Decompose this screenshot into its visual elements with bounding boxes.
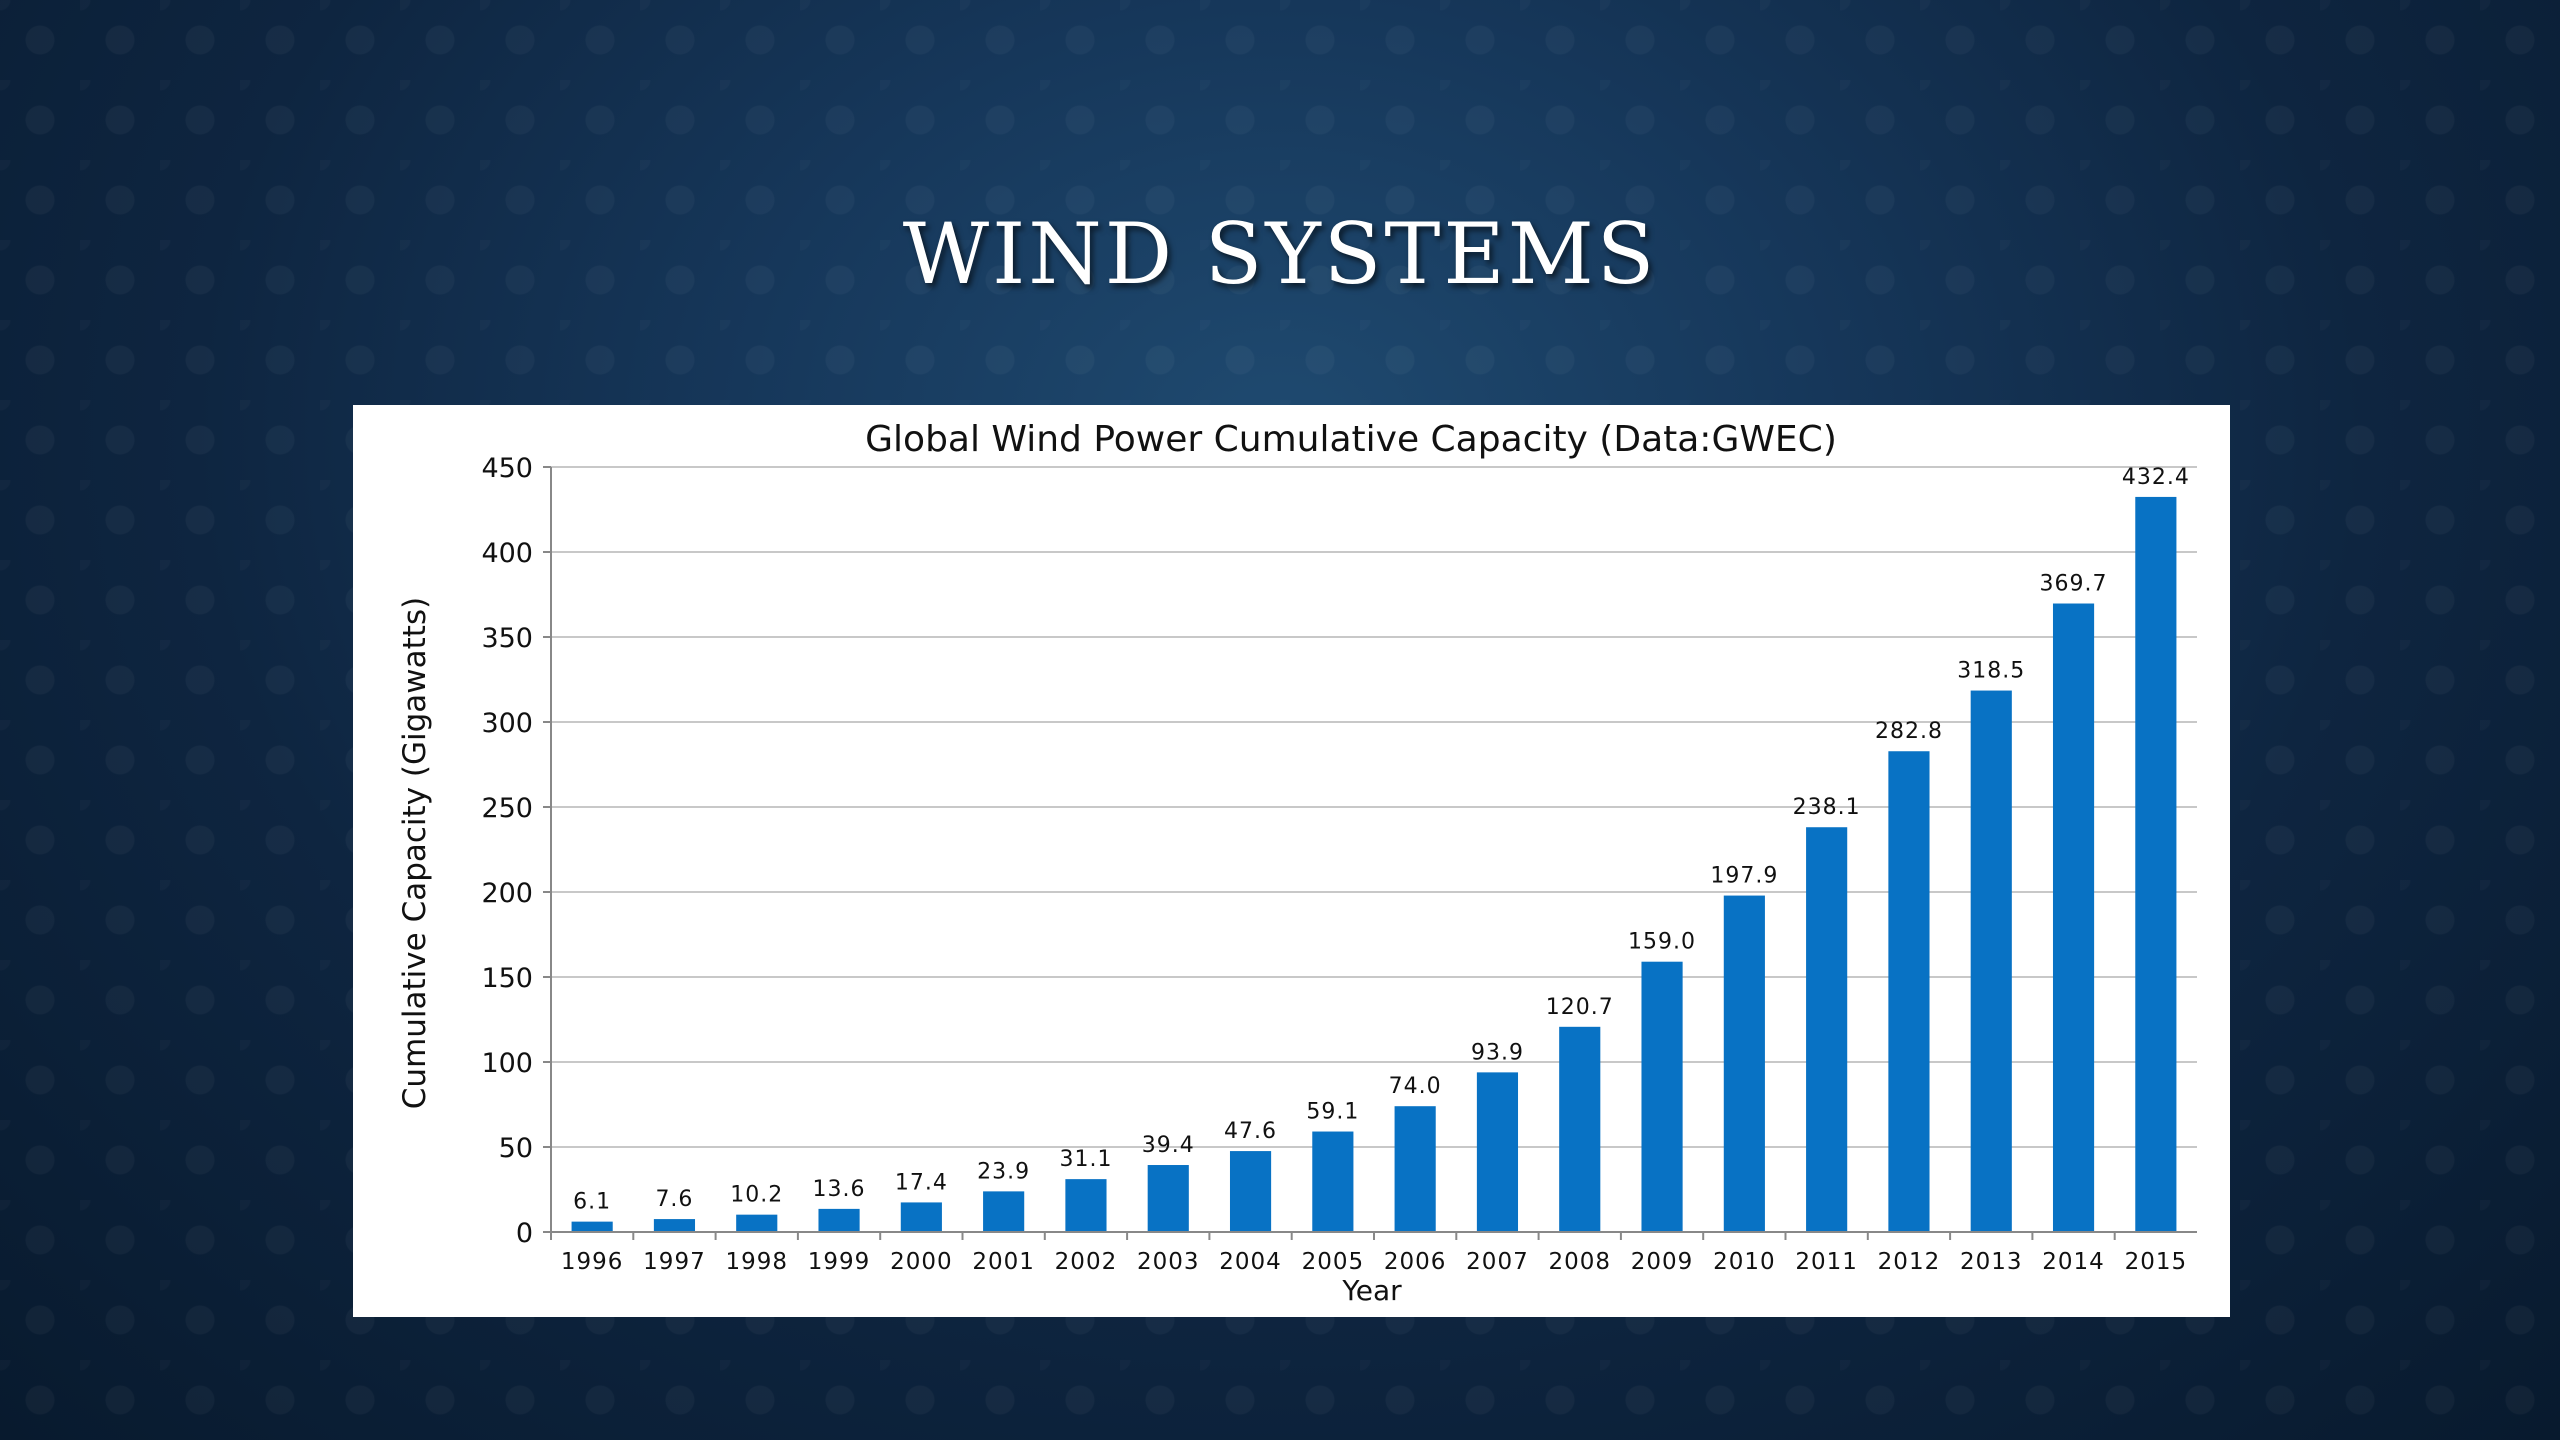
slide-title: WIND SYSTEMS (902, 205, 1658, 303)
x-tick-label-2014: 2014 (2042, 1249, 2105, 1275)
y-tick-label: 250 (481, 793, 533, 824)
value-label-2009: 159.0 (1628, 930, 1696, 955)
bar-2006 (1394, 1106, 1436, 1232)
x-tick-label-2012: 2012 (1878, 1249, 1941, 1275)
chart-title: Global Wind Power Cumulative Capacity (D… (865, 419, 1837, 460)
value-label-1997: 7.6 (655, 1187, 693, 1212)
gridlines (551, 466, 2197, 1148)
value-label-2005: 59.1 (1306, 1100, 1359, 1125)
y-tick-label: 0 (516, 1218, 533, 1249)
value-label-1996: 6.1 (573, 1190, 611, 1215)
value-label-2004: 47.6 (1224, 1119, 1277, 1144)
x-tick-label-1998: 1998 (725, 1249, 788, 1275)
bars (571, 496, 2177, 1232)
y-tick-label: 400 (481, 538, 533, 569)
bar-2001 (983, 1191, 1025, 1232)
x-tick-label-2005: 2005 (1302, 1249, 1365, 1275)
y-tick-label: 200 (481, 878, 533, 909)
bar-2008 (1559, 1026, 1601, 1232)
value-label-2012: 282.8 (1875, 719, 1943, 744)
value-label-2010: 197.9 (1710, 864, 1778, 889)
x-tick-label-2011: 2011 (1795, 1249, 1858, 1275)
bar-1997 (653, 1219, 696, 1232)
value-label-2014: 369.7 (2040, 572, 2108, 597)
bar-2004 (1229, 1151, 1272, 1232)
x-tick-label-2008: 2008 (1548, 1249, 1611, 1275)
value-label-2000: 17.4 (895, 1170, 948, 1195)
x-tick-label-1996: 1996 (561, 1249, 624, 1275)
x-tick-label-2015: 2015 (2125, 1249, 2188, 1275)
bar-2000 (900, 1202, 942, 1232)
y-tick-label: 150 (481, 963, 533, 994)
axes (543, 466, 2197, 1240)
x-tick-label-2009: 2009 (1631, 1249, 1694, 1275)
x-tick-label-2003: 2003 (1137, 1249, 1200, 1275)
y-tick-label: 450 (481, 453, 533, 484)
value-label-2007: 93.9 (1471, 1040, 1524, 1065)
bar-2009 (1641, 961, 1683, 1232)
bar-2002 (1065, 1179, 1107, 1232)
y-tick-label: 100 (481, 1048, 533, 1079)
x-axis-label: Year (1341, 1274, 1402, 1307)
y-tick-label: 350 (481, 623, 533, 654)
value-label-1998: 10.2 (730, 1183, 783, 1208)
value-label-2006: 74.0 (1389, 1074, 1442, 1099)
bar-2015 (2135, 496, 2177, 1232)
x-tick-label-2006: 2006 (1384, 1249, 1447, 1275)
value-label-2015: 432.4 (2122, 465, 2190, 490)
bar-1998 (736, 1214, 778, 1232)
x-tick-label-2001: 2001 (972, 1249, 1035, 1275)
bar-2012 (1888, 751, 1930, 1232)
x-tick-label-1999: 1999 (808, 1249, 871, 1275)
value-label-2011: 238.1 (1793, 795, 1861, 820)
y-axis-label: Cumulative Capacity (Gigawatts) (397, 597, 433, 1109)
chart-panel: Global Wind Power Cumulative Capacity (D… (353, 405, 2230, 1317)
value-label-2008: 120.7 (1546, 995, 1614, 1020)
bar-2007 (1476, 1072, 1519, 1232)
y-tick-label: 300 (481, 708, 533, 739)
x-tick-label-2004: 2004 (1219, 1249, 1282, 1275)
bar-2005 (1312, 1131, 1354, 1232)
x-tick-label-1997: 1997 (643, 1249, 706, 1275)
bar-2013 (1970, 690, 2012, 1232)
value-label-2003: 39.4 (1142, 1133, 1195, 1158)
bar-1996 (571, 1221, 613, 1232)
x-tick-label-2007: 2007 (1466, 1249, 1529, 1275)
labels: 0 50 100 150 200 250 300 350 400 450 6.1 1996 7.6 199… (481, 453, 2190, 1275)
bar-chart: Global Wind Power Cumulative Capacity (D… (397, 419, 2197, 1307)
value-label-2001: 23.9 (977, 1159, 1030, 1184)
x-tick-label-2002: 2002 (1055, 1249, 1118, 1275)
x-tick-label-2000: 2000 (890, 1249, 953, 1275)
bar-2014 (2052, 603, 2095, 1232)
bar-2011 (1806, 827, 1848, 1232)
x-tick-label-2013: 2013 (1960, 1249, 2023, 1275)
x-tick-label-2010: 2010 (1713, 1249, 1776, 1275)
bar-2010 (1723, 895, 1765, 1232)
value-label-2002: 31.1 (1059, 1147, 1112, 1172)
value-label-2013: 318.5 (1957, 659, 2025, 684)
value-label-1999: 13.6 (813, 1177, 866, 1202)
y-tick-label: 50 (499, 1133, 533, 1164)
bar-2003 (1147, 1165, 1189, 1232)
bar-1999 (818, 1208, 860, 1232)
